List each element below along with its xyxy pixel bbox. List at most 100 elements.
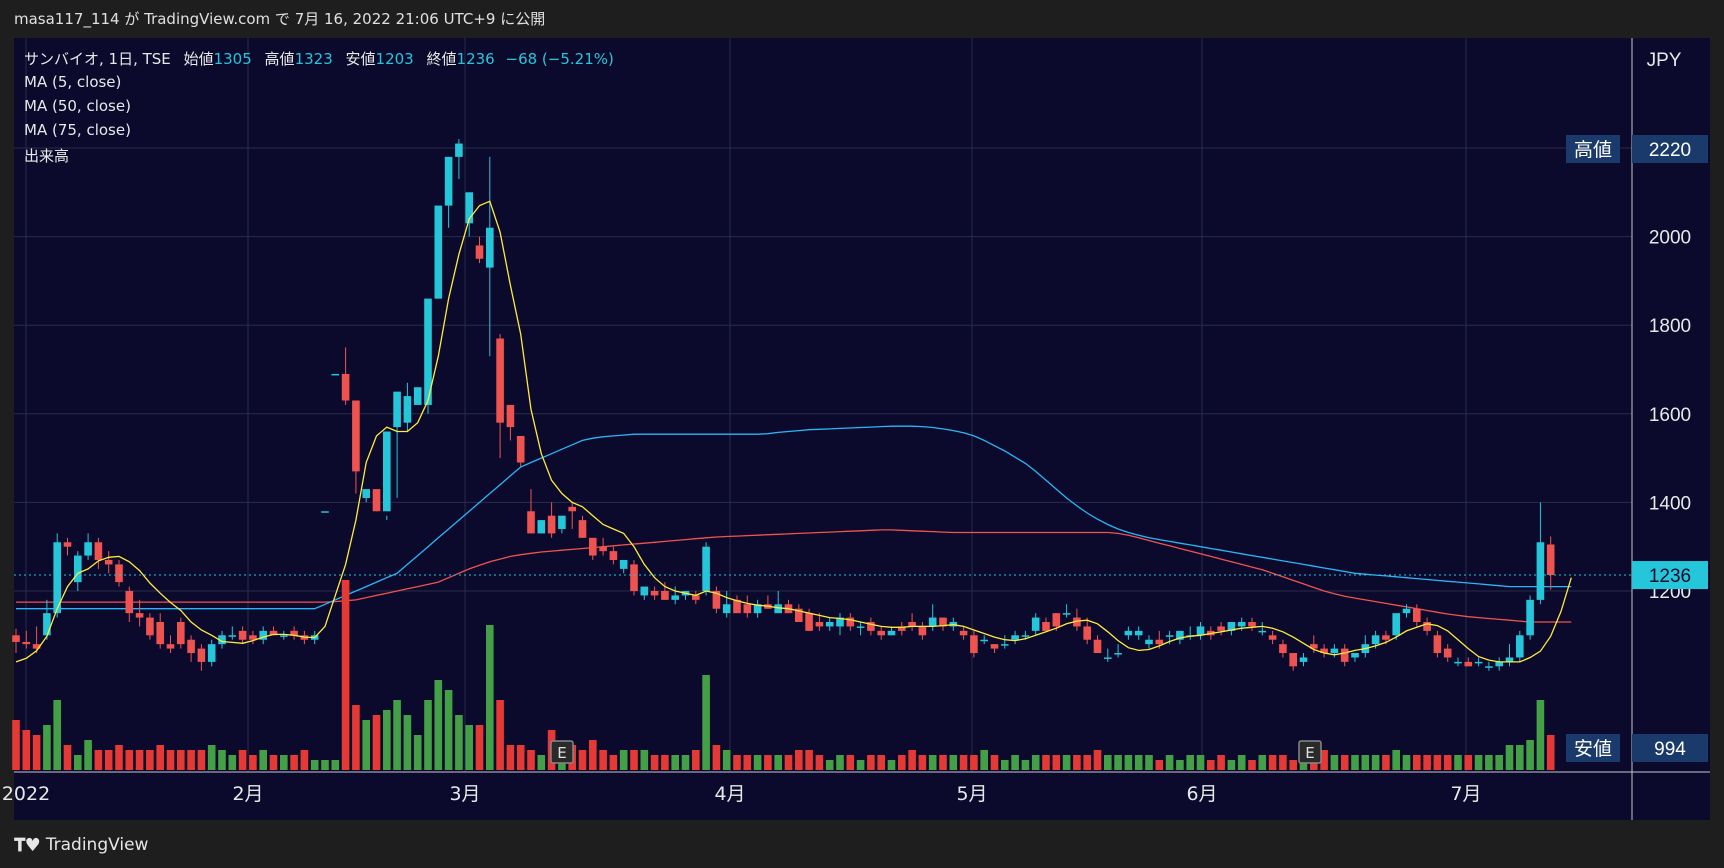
candle-body (1001, 644, 1009, 646)
candle-body (753, 604, 762, 614)
footer[interactable]: 𝐓♥ TradingView (14, 832, 148, 858)
volume-bar (1546, 735, 1555, 770)
volume-bar (898, 755, 906, 770)
volume-bar (1433, 755, 1442, 770)
volume-bar (1505, 745, 1514, 770)
candle-body (403, 396, 412, 423)
low-value: 1203 (375, 50, 414, 68)
volume-bar (341, 580, 350, 770)
volume-bar (1392, 750, 1400, 770)
volume-bar (836, 755, 844, 770)
volume-bar (1176, 760, 1184, 770)
candle-body (1340, 648, 1349, 662)
volume-bar (32, 735, 41, 770)
close-value: 1236 (456, 50, 495, 68)
volume-bar (609, 755, 618, 770)
volume-bar (115, 745, 123, 770)
candle-body (1237, 622, 1246, 627)
volume-bar (290, 755, 298, 770)
volume-bar (980, 750, 988, 770)
candle-body (1196, 626, 1205, 636)
volume-bar (84, 740, 92, 770)
volume-bar (434, 680, 443, 770)
candle-body (908, 622, 916, 627)
candle-body (980, 639, 988, 642)
ma50-legend[interactable]: MA (50, close) (24, 97, 131, 115)
candle-body (1104, 657, 1112, 659)
candle-body (1371, 635, 1380, 645)
candle-body (352, 400, 360, 472)
volume-bar (53, 700, 61, 770)
grid-lines (14, 38, 1632, 772)
earnings-marker[interactable]: E (1298, 740, 1322, 764)
volume-bar (1196, 755, 1205, 770)
svg-text:1236: 1236 (1649, 566, 1691, 587)
symbol-name[interactable]: サンバイオ, 1日, TSE (24, 50, 171, 68)
candle-body (1289, 653, 1297, 667)
candle-body (939, 617, 947, 627)
volume-bar (465, 725, 473, 770)
volume-bar (12, 720, 20, 770)
candle-body (1227, 622, 1236, 631)
volume-bar (1443, 755, 1452, 770)
candle-body (506, 404, 515, 428)
candle-body (166, 644, 175, 649)
svg-text:高値: 高値 (1574, 139, 1612, 161)
candle-body (362, 489, 370, 498)
volume-bar (733, 755, 741, 770)
volume-bar (352, 705, 360, 770)
candle-body (1454, 661, 1462, 664)
candle-body (640, 586, 649, 596)
ma5-legend[interactable]: MA (5, close) (24, 73, 122, 91)
volume-bar (1124, 755, 1133, 770)
volume-bar (1021, 760, 1030, 770)
volume-bar (166, 750, 175, 770)
volume-bar (1083, 755, 1091, 770)
candle-body (990, 644, 999, 649)
candle-body (774, 604, 782, 614)
candle-body (372, 489, 381, 512)
volume-bar (712, 745, 721, 770)
volume-bar (403, 715, 412, 770)
candle-body (825, 622, 834, 627)
candle-body (722, 604, 731, 614)
volume-bar (1536, 700, 1545, 770)
candle-body (1351, 653, 1359, 658)
candle-body (1176, 630, 1184, 640)
volume-bar (1382, 755, 1390, 770)
candle-body (104, 559, 113, 565)
y-tick-label: 2000 (1649, 228, 1691, 249)
earnings-marker[interactable]: E (550, 740, 574, 764)
brand-name: TradingView (45, 835, 149, 855)
candle-body (1413, 608, 1421, 623)
volume-bar (94, 750, 103, 770)
volume-bar (702, 675, 710, 770)
volume-bar (177, 750, 185, 770)
volume-bar (619, 750, 628, 770)
svg-text:安値: 安値 (1574, 738, 1612, 760)
candle-body (1505, 657, 1514, 662)
volume-bar (1320, 750, 1328, 770)
volume-bar (681, 755, 690, 770)
candle-body (1042, 622, 1050, 631)
candle-body (465, 192, 473, 224)
candle-body (743, 604, 752, 614)
candle-body (125, 591, 134, 614)
volume-bar (856, 760, 865, 770)
candle-body (1165, 635, 1174, 637)
x-tick-label: 2月 (232, 783, 263, 805)
volume-legend[interactable]: 出来高 (24, 147, 70, 165)
candle-body (341, 373, 350, 401)
ma75-legend[interactable]: MA (75, close) (24, 121, 131, 139)
candle-body (74, 555, 82, 583)
volume-bar (1186, 755, 1194, 770)
candle-body (702, 546, 710, 591)
x-tick-label: 6月 (1186, 783, 1217, 805)
volume-bar (774, 755, 782, 770)
volume-bar (815, 755, 824, 770)
volume-bar (722, 750, 731, 770)
volume-bar (1516, 745, 1524, 770)
candle-body (1114, 653, 1122, 655)
volume-bar (764, 755, 772, 770)
